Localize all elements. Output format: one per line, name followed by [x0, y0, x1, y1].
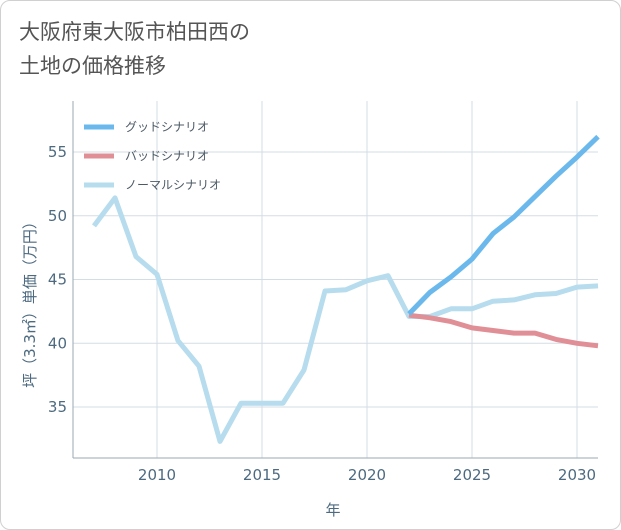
x-tick-label-2025: 2025 — [453, 466, 491, 484]
y-tick-label-50: 50 — [48, 207, 67, 225]
x-tick-label-2030: 2030 — [558, 466, 596, 484]
page-title: 大阪府東大阪市柏田西の 土地の価格推移 — [19, 15, 250, 83]
legend-label-2: ノーマルシナリオ — [125, 178, 221, 192]
series-line-2 — [92, 195, 599, 444]
y-axis-label: 坪（3.3㎡）単価（万円） — [21, 214, 39, 388]
axes — [72, 101, 598, 459]
series-line-0 — [407, 134, 600, 316]
y-tick-label-45: 45 — [48, 271, 67, 289]
legend-label-0: グッドシナリオ — [125, 120, 209, 134]
legend-label-1: バッドシナリオ — [125, 149, 209, 163]
x-tick-label-2020: 2020 — [348, 466, 386, 484]
y-tick-label-40: 40 — [48, 334, 67, 352]
title-line-2: 土地の価格推移 — [19, 54, 166, 78]
series-lines — [92, 134, 600, 444]
x-tick-label-2015: 2015 — [243, 466, 281, 484]
x-tick-label-2010: 2010 — [138, 466, 176, 484]
y-tick-label-35: 35 — [48, 398, 67, 416]
title-line-1: 大阪府東大阪市柏田西の — [19, 20, 250, 44]
tick-labels: 2010 2015 2020 2025 2030 35 40 45 50 55 — [48, 143, 596, 484]
x-axis-label: 年 — [325, 501, 340, 519]
y-tick-label-55: 55 — [48, 143, 67, 161]
series-line-1 — [408, 312, 599, 349]
